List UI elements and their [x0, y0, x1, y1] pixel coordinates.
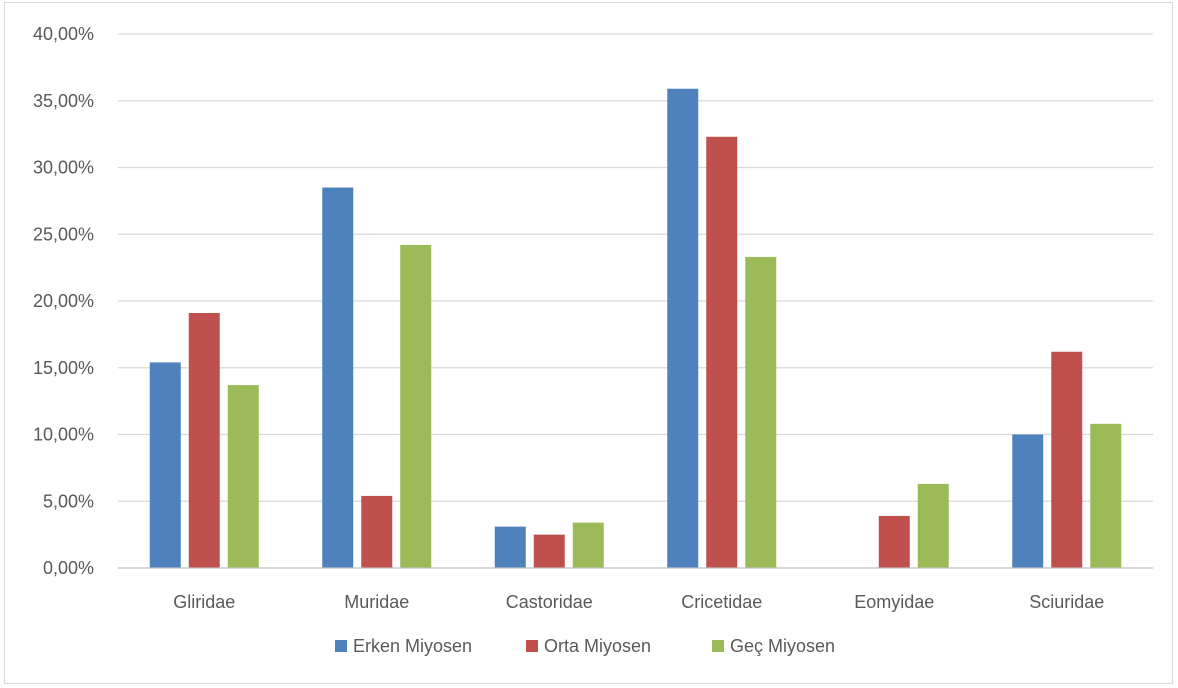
bar-eomyidae-series-2: [917, 483, 949, 568]
gridlines: [118, 33, 1153, 502]
x-category-label: Sciuridae: [1029, 592, 1104, 612]
bar-castoridae-series-2: [572, 522, 604, 568]
y-tick-label: 35,00%: [33, 91, 94, 111]
y-tick-label: 20,00%: [33, 291, 94, 311]
legend-item: Erken Miyosen: [335, 636, 472, 656]
y-tick-label: 5,00%: [43, 491, 94, 511]
bar-chart: 0,00% 5,00% 10,00% 15,00% 20,00% 25,00% 30,00%…: [33, 24, 1153, 656]
legend-item: Geç Miyosen: [712, 636, 835, 656]
x-category-label: Gliridae: [173, 592, 235, 612]
legend: Erken Miyosen Orta Miyosen Geç Miyosen: [335, 636, 835, 656]
y-tick-label: 25,00%: [33, 224, 94, 244]
bar-muridae-series-1: [361, 495, 393, 568]
y-tick-label: 30,00%: [33, 158, 94, 178]
y-tick-label: 0,00%: [43, 558, 94, 578]
bar-castoridae-series-1: [533, 534, 565, 568]
x-category-label: Muridae: [344, 592, 409, 612]
bar-cricetidae-series-0: [667, 88, 699, 569]
y-tick-label: 40,00%: [33, 24, 94, 44]
y-tick-label: 15,00%: [33, 358, 94, 378]
legend-swatch: [335, 640, 347, 652]
bar-muridae-series-2: [400, 244, 432, 568]
bars: [149, 88, 1122, 569]
bar-sciuridae-series-1: [1051, 351, 1083, 568]
bar-castoridae-series-0: [494, 526, 526, 568]
bar-cricetidae-series-1: [706, 136, 738, 569]
bar-gliridae-series-1: [188, 313, 220, 568]
bar-gliridae-series-2: [227, 385, 259, 568]
y-axis-tick-labels: 0,00% 5,00% 10,00% 15,00% 20,00% 25,00% 30,00%…: [33, 24, 94, 578]
legend-swatch: [712, 640, 724, 652]
bar-sciuridae-series-2: [1090, 423, 1122, 568]
x-category-label: Cricetidae: [681, 592, 762, 612]
legend-label: Orta Miyosen: [544, 636, 651, 656]
chart-frame: 0,00% 5,00% 10,00% 15,00% 20,00% 25,00% 30,00%…: [4, 2, 1173, 684]
legend-swatch: [526, 640, 538, 652]
bar-sciuridae-series-0: [1012, 434, 1044, 568]
bar-cricetidae-series-2: [745, 256, 777, 568]
bar-muridae-series-0: [322, 187, 354, 568]
x-category-label: Eomyidae: [854, 592, 934, 612]
legend-label: Erken Miyosen: [353, 636, 472, 656]
x-category-label: Castoridae: [506, 592, 593, 612]
y-tick-label: 10,00%: [33, 425, 94, 445]
bar-eomyidae-series-1: [878, 515, 910, 568]
bar-gliridae-series-0: [149, 362, 181, 568]
legend-label: Geç Miyosen: [730, 636, 835, 656]
x-axis-category-labels: Gliridae Muridae Castoridae Cricetidae Eomyi…: [173, 592, 1104, 612]
legend-item: Orta Miyosen: [526, 636, 651, 656]
